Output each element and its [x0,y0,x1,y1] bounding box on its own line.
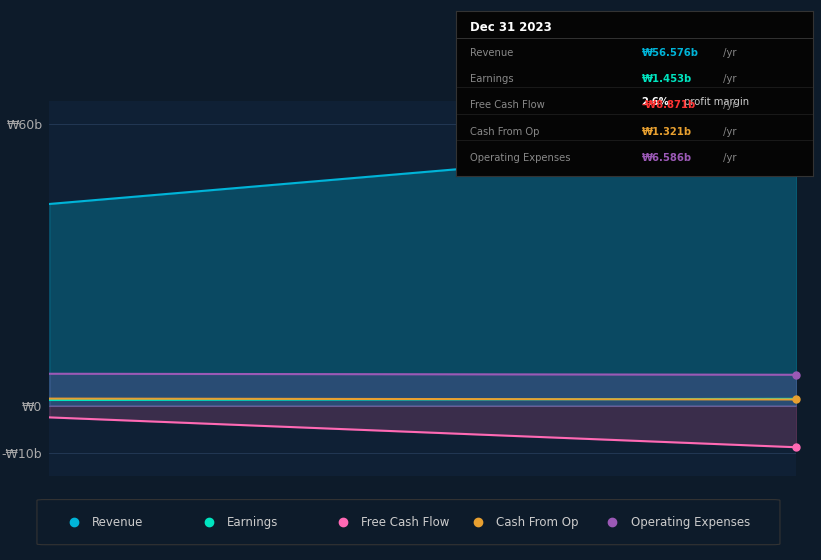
Text: -₩8.871b: -₩8.871b [641,100,695,110]
Text: Free Cash Flow: Free Cash Flow [361,516,450,529]
Text: 2.6%: 2.6% [641,97,669,107]
Text: Cash From Op: Cash From Op [496,516,578,529]
Text: Free Cash Flow: Free Cash Flow [470,100,544,110]
Text: profit margin: profit margin [681,97,749,107]
Text: ₩1.453b: ₩1.453b [641,74,691,84]
Text: Operating Expenses: Operating Expenses [470,153,571,164]
Text: Operating Expenses: Operating Expenses [631,516,750,529]
Text: Earnings: Earnings [227,516,278,529]
Text: ₩1.321b: ₩1.321b [641,127,691,137]
Text: /yr: /yr [720,74,736,84]
Text: /yr: /yr [720,127,736,137]
Text: /yr: /yr [720,100,736,110]
Text: Dec 31 2023: Dec 31 2023 [470,21,552,34]
Text: Revenue: Revenue [470,48,513,58]
Text: ₩56.576b: ₩56.576b [641,48,699,58]
Text: /yr: /yr [720,153,736,164]
Text: ₩6.586b: ₩6.586b [641,153,691,164]
Text: Earnings: Earnings [470,74,514,84]
Text: /yr: /yr [720,48,736,58]
Text: Cash From Op: Cash From Op [470,127,539,137]
Text: Revenue: Revenue [92,516,144,529]
